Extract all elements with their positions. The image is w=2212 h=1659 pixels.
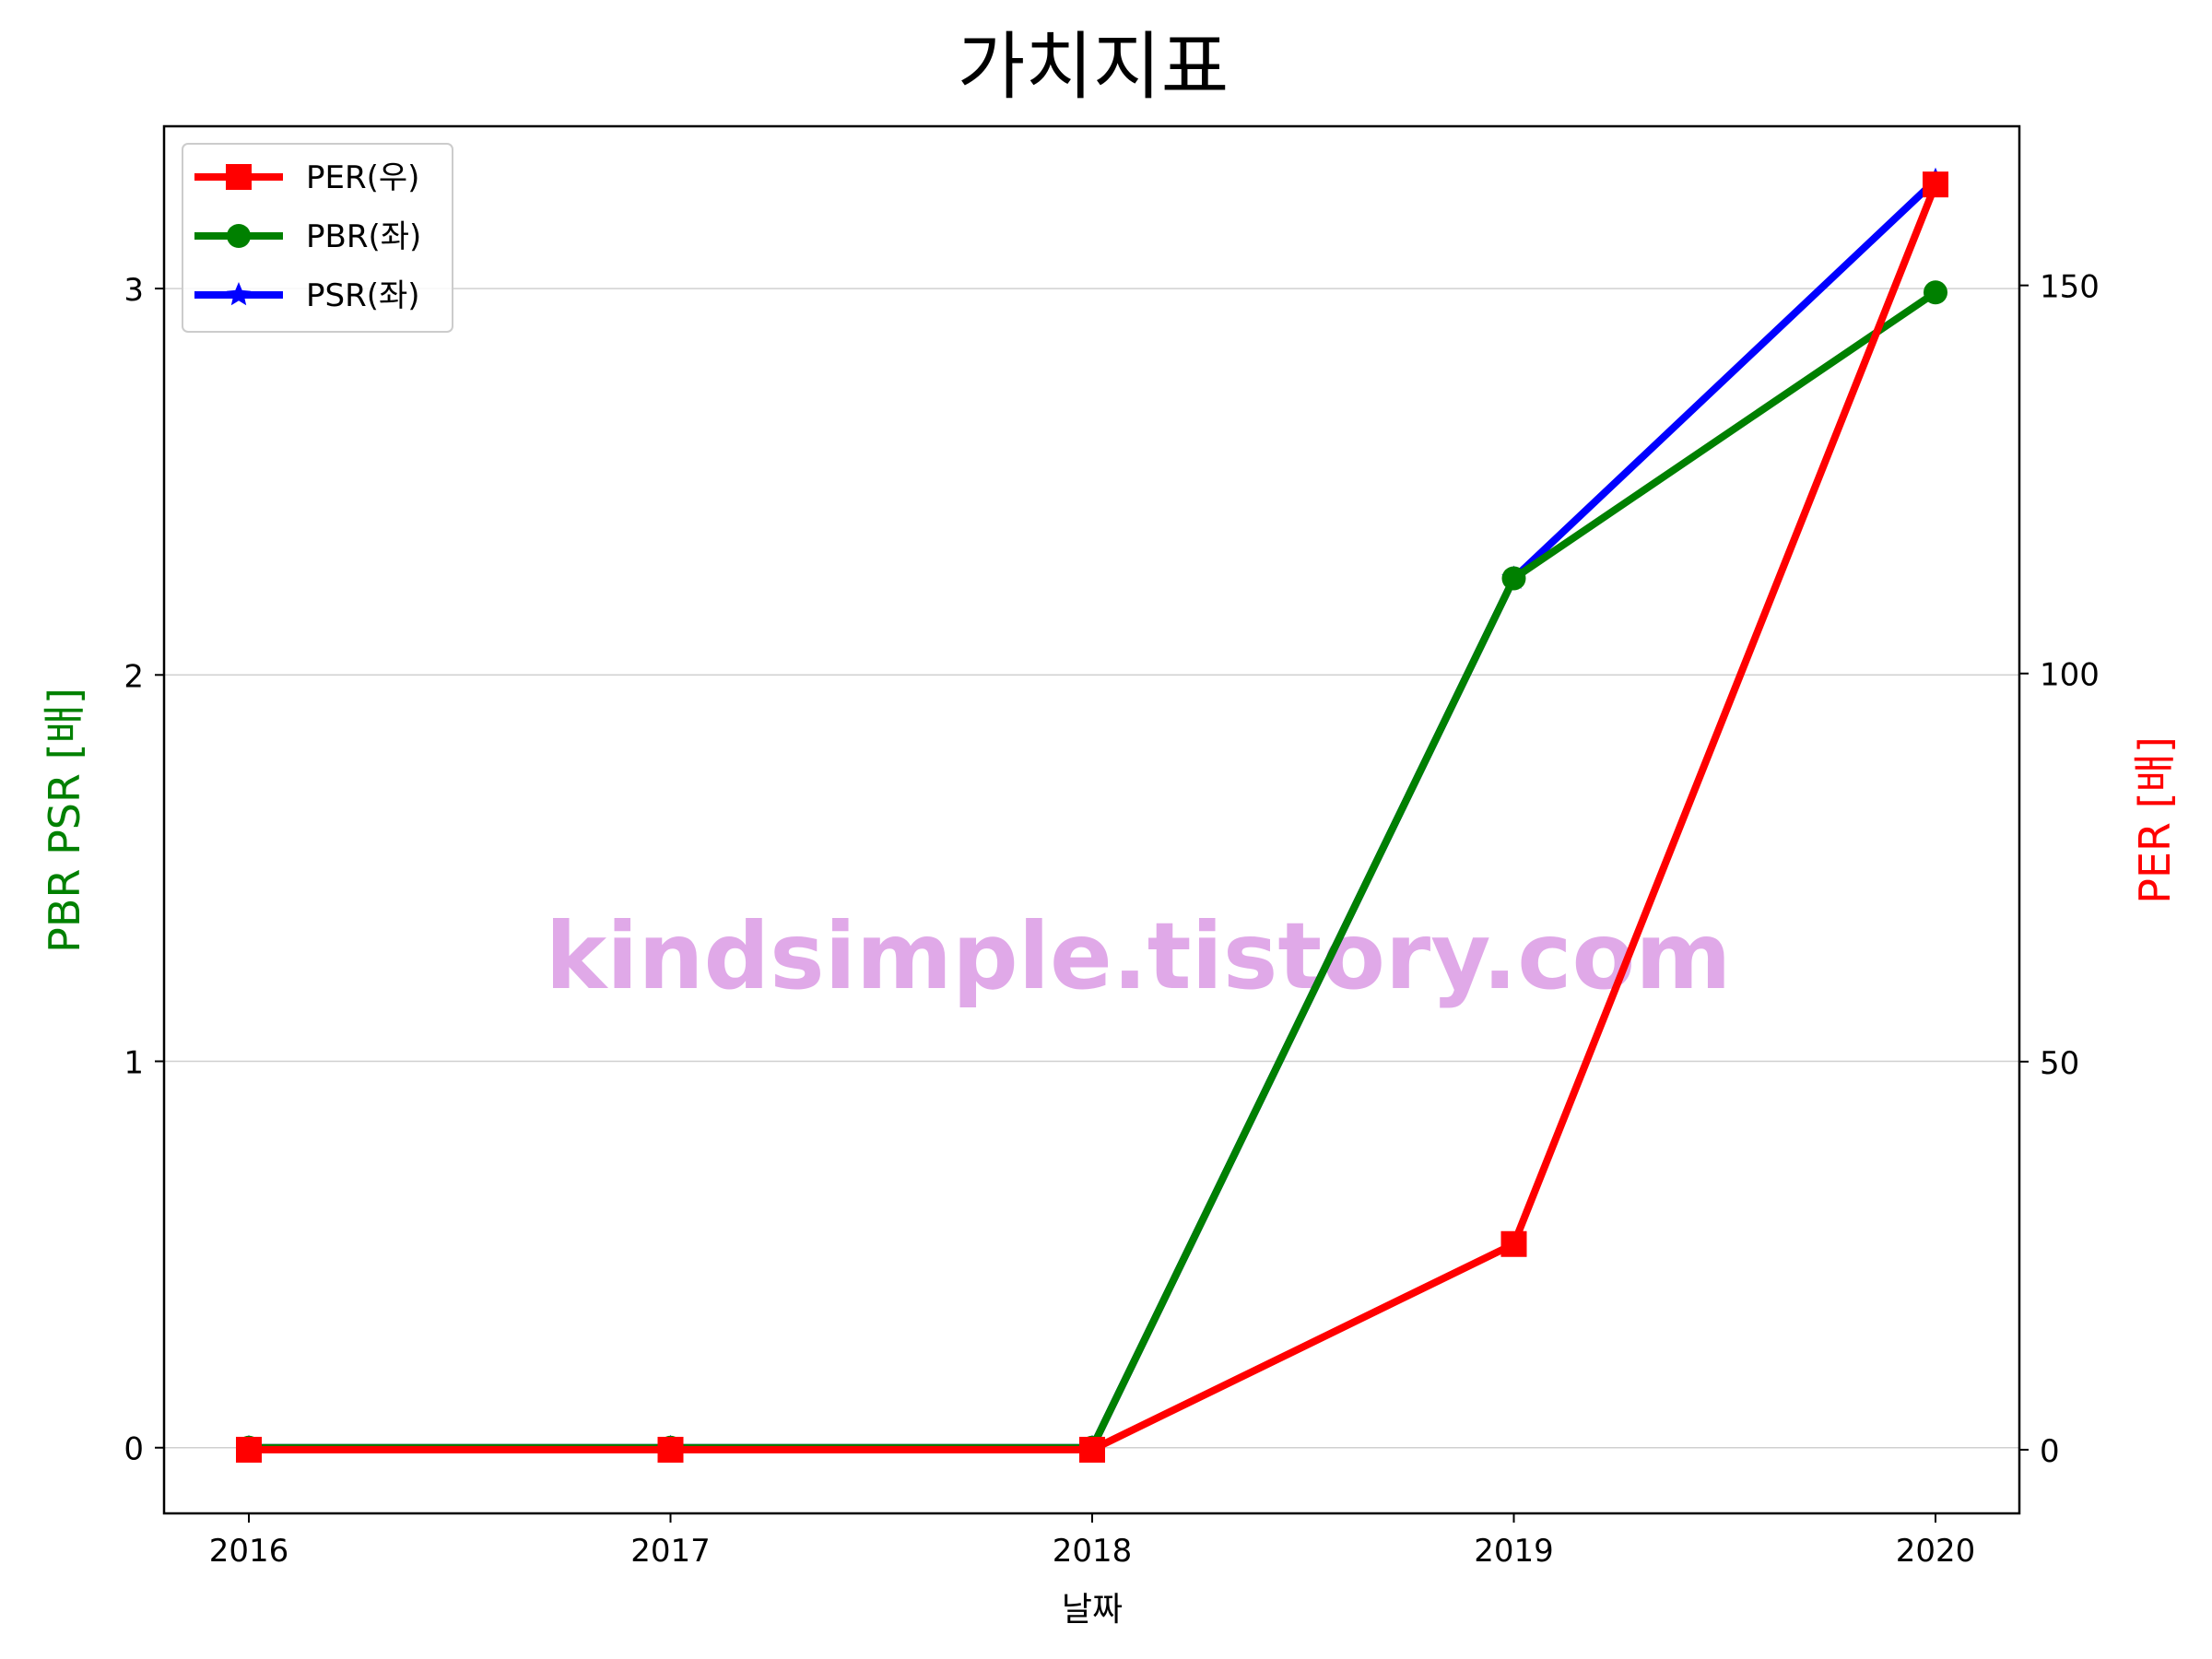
x-tick-label: 2018 (1053, 1533, 1133, 1570)
x-tick-label: 2017 (630, 1533, 711, 1570)
data-point (657, 1436, 684, 1463)
data-point (1079, 1436, 1105, 1463)
series-PER(우) (236, 171, 1948, 1463)
data-point (1924, 280, 1947, 305)
legend-item: PSR(좌) (194, 277, 420, 314)
right-tick-label: 50 (2040, 1045, 2079, 1082)
data-point (1500, 1230, 1527, 1257)
legend-item: PBR(좌) (194, 218, 421, 255)
x-tick-label: 2016 (209, 1533, 289, 1570)
left-tick-label: 3 (124, 272, 144, 309)
left-axis-label: PBR PSR [배] (40, 688, 89, 953)
legend-frame (182, 143, 453, 333)
right-axis-label: PER [배] (2130, 736, 2180, 904)
plot-frame (162, 124, 2021, 1515)
right-axis: 0 50 100 150 (2019, 269, 2100, 1470)
legend-label: PER(우) (306, 159, 419, 196)
left-tick-label: 2 (124, 658, 144, 695)
legend-label: PSR(좌) (306, 277, 420, 314)
data-point (236, 1436, 262, 1463)
data-point (1501, 566, 1526, 591)
watermark: kindsimple.tistory.com (546, 902, 1732, 1010)
legend-marker (226, 282, 252, 306)
x-axis: 2016 2017 2018 2019 2020 (209, 1513, 1976, 1570)
left-axis: 0 1 2 3 (124, 272, 164, 1468)
left-tick-label: 1 (124, 1045, 144, 1082)
legend: PER(우) PBR(좌) PSR(좌) (182, 143, 453, 333)
series-layer (236, 167, 1948, 1463)
x-axis-label: 날짜 (1062, 1591, 1123, 1629)
legend-marker (227, 224, 251, 248)
right-tick-label: 100 (2040, 657, 2100, 694)
right-tick-label: 0 (2040, 1433, 2060, 1470)
chart-title: 가치지표 (958, 24, 1229, 110)
x-tick-label: 2019 (1474, 1533, 1554, 1570)
legend-item: PER(우) (194, 159, 419, 196)
left-tick-label: 0 (124, 1431, 144, 1468)
data-point (1923, 171, 1948, 198)
legend-marker (226, 164, 252, 190)
x-tick-label: 2020 (1896, 1533, 1976, 1570)
right-tick-label: 150 (2040, 269, 2100, 306)
legend-label: PBR(좌) (306, 218, 421, 255)
